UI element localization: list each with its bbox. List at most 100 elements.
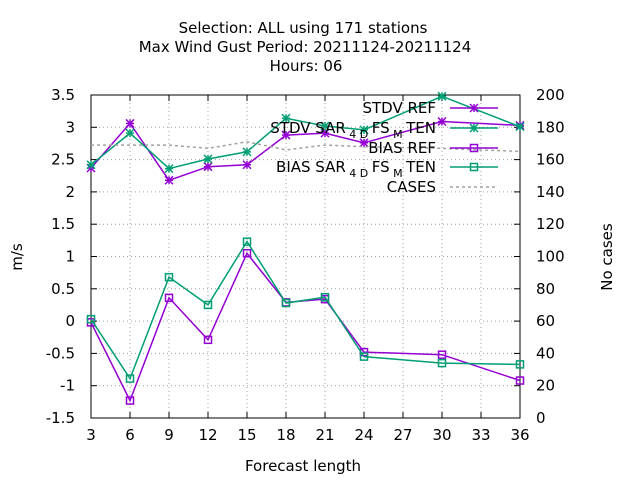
series-line [90,95,521,170]
series-line [90,251,521,403]
y-tick-label: -1 [60,377,75,395]
y2-tick-label: 40 [536,344,555,362]
series-stdv-sar-4d-fs-m-ten [86,91,525,174]
marker-stroke [515,122,525,132]
x-tick-label: 18 [276,426,295,444]
marker-stroke [281,130,291,140]
y-tick-label: -1.5 [46,409,75,427]
y-tick-label: 3 [65,118,75,136]
marker-stroke [469,103,479,113]
marker-stroke [437,116,447,127]
data-point-star [242,147,252,157]
data-point-star [281,113,291,123]
legend-item: CASES [387,178,498,196]
data-point-square [437,358,447,368]
x-tick-label: 33 [471,426,490,444]
data-point-square [86,314,96,324]
data-point-star [86,160,96,170]
data-point-square [125,396,135,405]
legend-label-part: TEN [405,119,436,137]
legend-label-part: 4 D [346,128,372,141]
y2-tick-label: 60 [536,312,555,330]
y2-axis-label: No cases [598,223,616,291]
data-point-star [320,128,330,138]
data-point-star [469,103,479,113]
x-tick-label: 21 [315,426,334,444]
data-point-square [359,352,369,361]
y2-tick-label: 200 [536,86,565,104]
x-axis-label: Forecast length [245,457,361,475]
legend-label-part: M [390,167,406,180]
data-point-star [242,160,252,170]
x-tick-label: 3 [86,426,96,444]
data-point-square [320,292,330,302]
data-point-star [203,154,213,164]
data-point-square [242,237,252,246]
series-layer [86,91,525,405]
legend-item: STDV REF [362,99,498,117]
tick-labels: 3 6 9 12 15 18 21 24 27 30 33 36-1.5-1-0.500.511.52… [46,86,565,444]
legend-label-part: FS [372,158,390,176]
y2-tick-label: 80 [536,280,555,298]
data-point-star [125,118,135,128]
marker-stroke [164,164,174,174]
data-point-square [203,300,213,310]
y2-tick-label: 160 [536,151,565,169]
legend-label-part: FS [372,119,390,137]
legend-item: BIAS REF [368,139,498,157]
marker-stroke [469,123,479,133]
title-line-3: Hours: 06 [270,57,343,75]
legend-label-part: BIAS SAR [276,158,346,176]
y2-tick-label: 0 [536,409,546,427]
marker-stroke [125,128,135,138]
data-point-star [359,138,369,148]
data-point-square [125,374,135,383]
marker-stroke [359,138,369,148]
marker-stroke [437,91,447,101]
marker-stroke [242,147,252,157]
data-point-star [281,130,291,140]
data-point-star [359,125,369,135]
legend-label: STDV REF [362,99,436,117]
data-point-star [125,128,135,138]
marker-stroke [86,160,96,170]
x-tick-label: 24 [354,426,373,444]
legend-label-part: STDV SAR [270,119,345,137]
data-point-square [164,272,174,282]
data-point-star [164,175,174,185]
data-point-square [203,335,213,345]
marker-stroke [320,128,330,138]
marker-stroke [320,121,330,131]
data-point-star [437,91,447,101]
y2-tick-label: 120 [536,215,565,233]
y2-tick-label: 180 [536,118,565,136]
y2-tick-label: 20 [536,377,555,395]
x-tick-label: 36 [510,426,529,444]
data-point-square [164,293,174,303]
x-tick-label: 30 [432,426,451,444]
y2-tick-label: 100 [536,248,565,266]
data-point-square [281,298,291,308]
data-point-star [320,121,330,131]
legend-item: BIAS SAR 4 D FS M TEN [276,158,498,180]
legend-label-part: TEN [405,158,436,176]
data-point-square [437,350,447,359]
series-bias-ref [86,249,525,405]
legend-label: STDV SAR 4 D FS M TEN [270,119,436,141]
title-line-1: Selection: ALL using 171 stations [179,19,428,37]
series-line [90,240,521,381]
y-tick-label: 1.5 [51,215,75,233]
legend-label-part: M [390,128,406,141]
legend-item: STDV SAR 4 D FS M TEN [270,119,498,141]
legend-label-part: 4 D [346,167,372,180]
chart-title: Selection: ALL using 171 stations Max Wi… [139,19,472,75]
data-point-square [515,376,525,385]
series-bias-sar-4d-fs-m-ten [86,237,525,383]
x-tick-label: 12 [198,426,217,444]
marker-stroke [164,175,174,185]
data-point-square [515,360,525,369]
x-tick-label: 6 [125,426,135,444]
